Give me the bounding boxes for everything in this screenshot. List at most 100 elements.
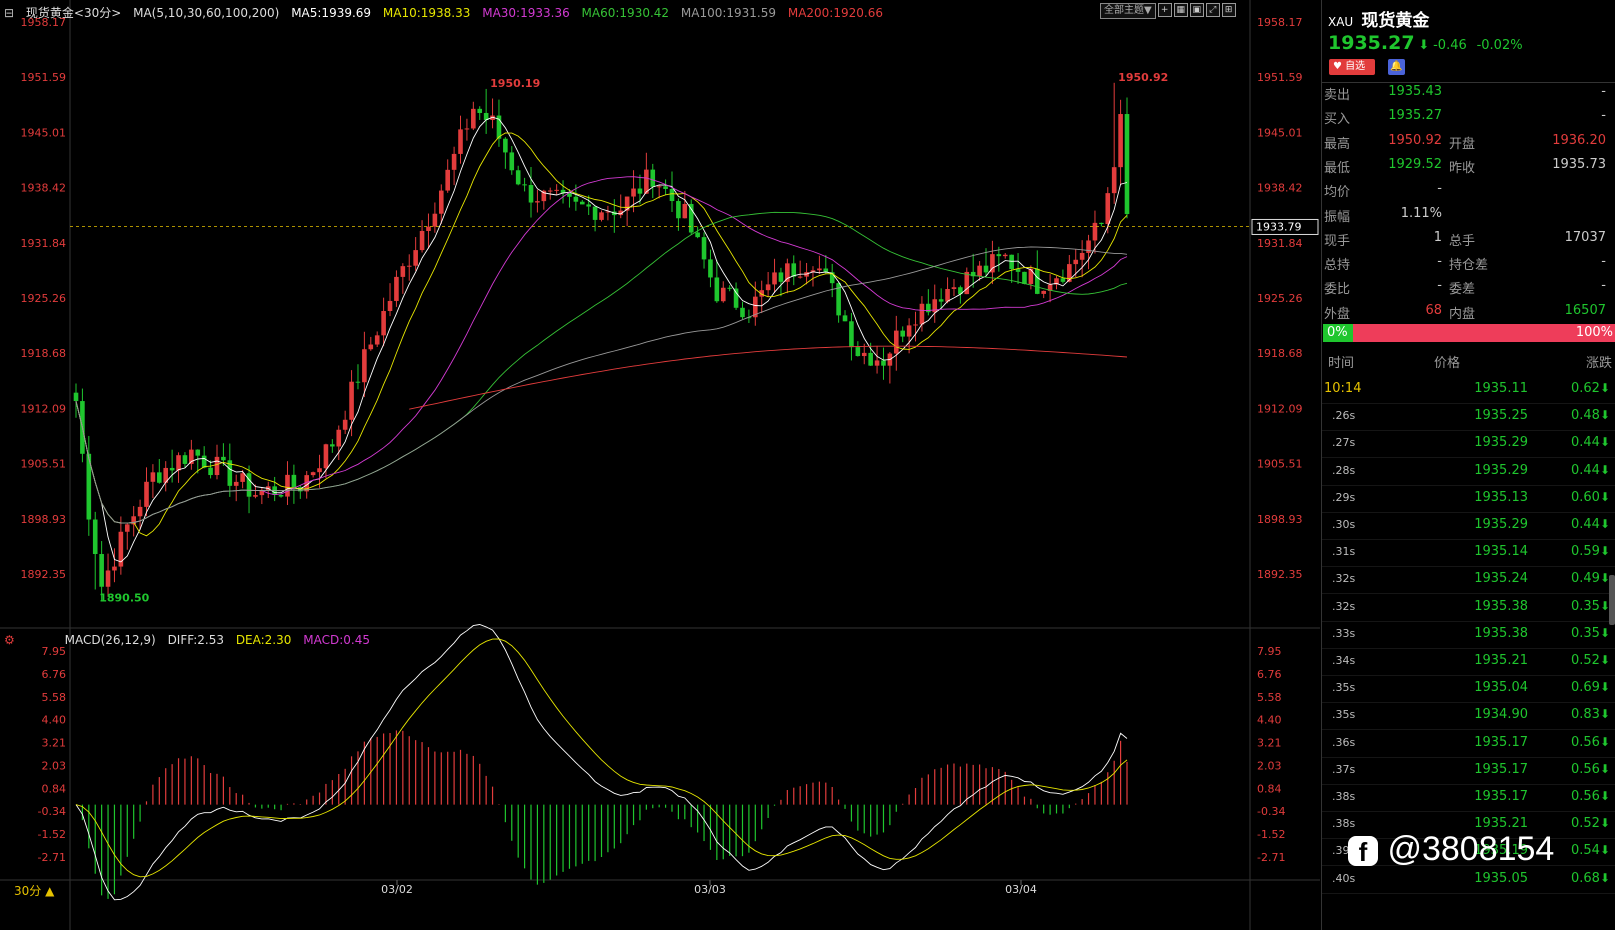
candle-body: [932, 299, 938, 313]
tick-time: .27s: [1332, 436, 1356, 450]
candle-body: [176, 455, 181, 471]
candle-body: [958, 287, 963, 295]
symbol-name: 现货黄金: [1361, 11, 1430, 31]
inner-pct: 100%: [1575, 325, 1613, 340]
favorite-button[interactable]: ♥ 自选: [1329, 59, 1375, 75]
theme-select-button[interactable]: 全部主题▼: [1100, 3, 1156, 19]
diff-line: [75, 624, 1128, 901]
candle-body: [733, 288, 739, 308]
tick-time: .37s: [1332, 762, 1356, 776]
candle-body: [503, 138, 508, 153]
candle-body: [573, 196, 579, 202]
symbol-code: XAU: [1328, 15, 1354, 29]
candle-body: [778, 272, 784, 282]
candle-body: [579, 201, 585, 205]
candle-body: [490, 115, 495, 121]
candle-body: [977, 265, 982, 277]
tick-price: 1935.19: [1474, 843, 1528, 859]
candle-body: [253, 495, 258, 497]
chart-area[interactable]: 1958.17 1958.17 1951.59 1951.59 1945.01 1945.…: [0, 0, 1320, 930]
price-axis-label-left: 1905.51: [21, 458, 67, 471]
candle-body: [682, 203, 688, 219]
candle-body: [349, 381, 354, 420]
tick-change: 0.56⬇: [1522, 789, 1610, 804]
candle-body: [868, 352, 873, 366]
quote-value2: -: [1601, 84, 1606, 99]
candle-body: [913, 324, 918, 326]
candle-body: [310, 472, 316, 476]
collapse-icon[interactable]: ⊟: [4, 6, 15, 20]
candle-body: [554, 189, 559, 191]
candle-body: [753, 296, 758, 318]
candle-body: [663, 186, 668, 189]
price-change-pct: -0.02%: [1476, 38, 1523, 53]
watermark-text: @3808154: [1387, 830, 1555, 868]
tick-row: .38s 1935.17 0.56⬇: [1322, 784, 1615, 812]
candle-body: [169, 467, 175, 471]
down-arrow-icon: ⬇: [1599, 680, 1610, 695]
expand-icon[interactable]: ⤢: [1205, 3, 1220, 17]
candle-body: [624, 196, 630, 211]
candle-body: [772, 272, 777, 285]
candle-body: [951, 287, 957, 289]
tick-price: 1935.38: [1474, 625, 1528, 641]
tick-change: 0.69⬇: [1522, 680, 1610, 695]
candle-body: [605, 211, 611, 213]
scroll-handle[interactable]: [1609, 575, 1615, 625]
fullscreen-icon[interactable]: ⊞: [1221, 3, 1236, 17]
candle-body: [522, 184, 527, 186]
tick-time: .36s: [1332, 735, 1356, 749]
down-arrow-icon: ⬇: [1599, 517, 1610, 531]
quote-row: 买入 1935.27 -: [1322, 106, 1615, 130]
candle-body: [438, 190, 444, 214]
last-price-tag-box: [1251, 218, 1319, 235]
candle-body: [785, 263, 790, 282]
candle-body: [355, 381, 361, 383]
last-price-tag: 1933.79: [1256, 220, 1302, 233]
tick-price: 1935.38: [1474, 598, 1528, 614]
tick-row: .36s 1935.17 0.56⬇: [1322, 730, 1615, 758]
candle-body: [240, 473, 245, 482]
kline-chart[interactable]: 1958.17 1958.17 1951.59 1951.59 1945.01 1945.…: [0, 0, 1320, 930]
candle-body: [400, 266, 406, 277]
quote-value: -: [1437, 181, 1442, 197]
candle-body: [163, 467, 169, 483]
indicator-icon[interactable]: ▣: [1189, 3, 1204, 17]
price-change: -0.46: [1433, 38, 1467, 53]
ma200-value: MA200:1920.66: [787, 6, 883, 20]
price-axis-label-left: 1951.59: [21, 71, 67, 84]
candle-body: [413, 250, 418, 266]
candle-body: [381, 311, 386, 336]
macd-axis-label-left: 2.03: [42, 759, 67, 772]
candle-body: [1086, 240, 1091, 253]
tick-time: .35s: [1332, 708, 1356, 722]
crosshair-icon[interactable]: +: [1157, 3, 1172, 17]
tick-change-value: 0.56: [1570, 734, 1600, 750]
down-arrow-icon: ⬇: [1599, 435, 1610, 450]
tick-time: .26s: [1332, 409, 1356, 423]
quote-value: -: [1437, 254, 1442, 270]
heart-icon: ♥: [1333, 61, 1342, 72]
down-arrow-icon: ⬇: [1599, 625, 1610, 640]
macd-settings-icon[interactable]: ⚙: [4, 633, 15, 647]
macd-axis-label-left: 5.58: [42, 691, 67, 704]
tick-row: .37s 1935.17 0.56⬇: [1322, 757, 1615, 785]
macd-axis-label-left: 0.84: [42, 782, 67, 795]
bell-icon[interactable]: 🔔: [1388, 59, 1405, 75]
tick-time: .29s: [1332, 490, 1356, 504]
down-arrow-icon: ⬇: [1599, 707, 1610, 722]
candle-body: [471, 108, 476, 129]
tick-price: 1935.29: [1474, 517, 1528, 532]
grid-icon[interactable]: ▦: [1173, 3, 1188, 17]
candle-body: [92, 519, 98, 555]
period-selector[interactable]: 30分 ▲: [14, 884, 55, 898]
quote-key: 买入: [1324, 112, 1351, 128]
macd-dea: DEA:2.30: [235, 633, 292, 647]
tick-change-value: 0.56: [1570, 761, 1600, 777]
candle-body: [144, 481, 149, 507]
tick-change: 0.83⬇: [1522, 707, 1610, 722]
tick-row: .32s 1935.38 0.35⬇: [1322, 594, 1615, 622]
candle-body: [208, 467, 213, 476]
tick-price: 1935.13: [1474, 489, 1528, 505]
tick-row: .30s 1935.29 0.44⬇: [1322, 512, 1615, 540]
